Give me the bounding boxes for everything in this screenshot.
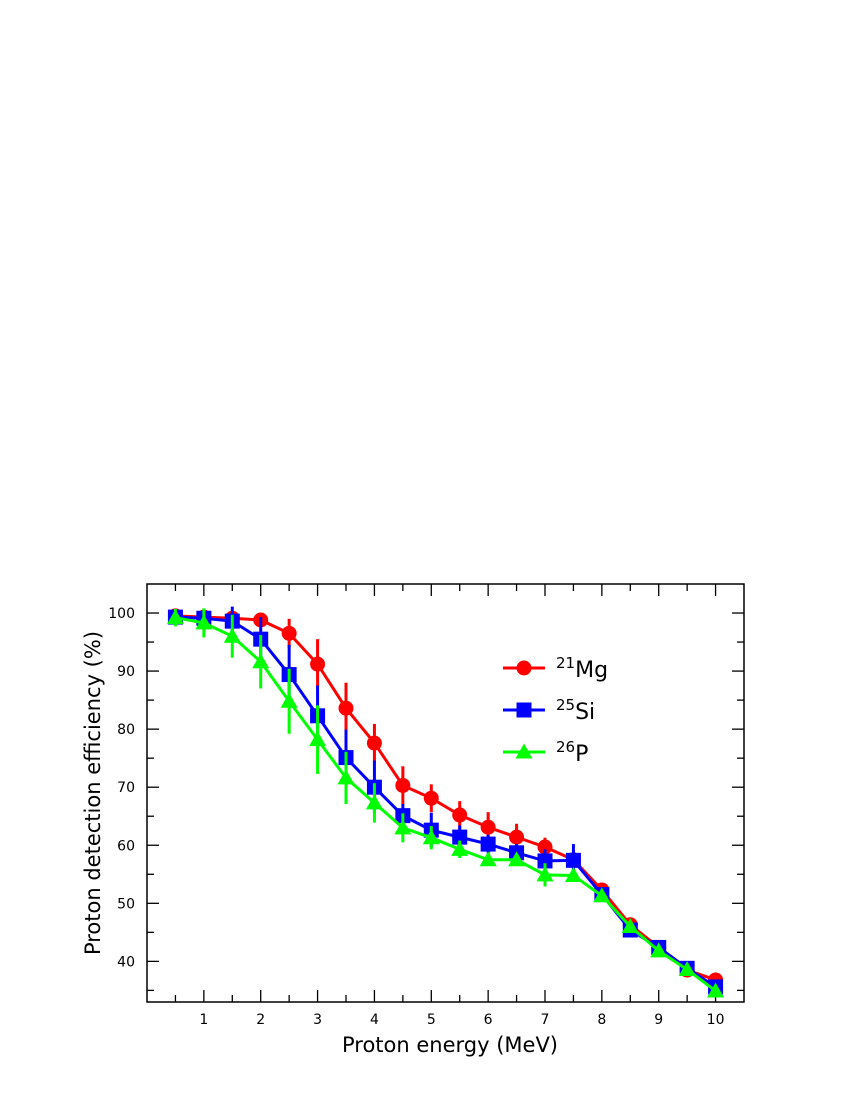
y-tick-label: 80 <box>117 722 135 738</box>
data-point <box>536 866 554 882</box>
data-point <box>480 836 496 852</box>
data-point <box>423 790 439 806</box>
data-point <box>310 656 326 672</box>
legend-element: Si <box>575 700 595 725</box>
data-point <box>195 614 213 630</box>
data-point <box>223 627 241 643</box>
x-tick-label: 8 <box>597 1012 606 1028</box>
y-tick-label: 90 <box>117 664 135 680</box>
data-point <box>309 731 327 747</box>
data-point <box>337 769 355 785</box>
data-point <box>564 866 582 882</box>
axis-ticks <box>147 584 744 1002</box>
data-point <box>452 829 468 845</box>
y-tick-label: 50 <box>117 896 135 912</box>
data-point <box>480 819 496 835</box>
data-point <box>565 852 581 868</box>
data-point <box>394 819 412 835</box>
legend-mass-number: 25 <box>556 696 575 714</box>
legend-marker <box>516 660 532 676</box>
data-point <box>395 777 411 793</box>
x-tick-label: 7 <box>541 1012 550 1028</box>
data-point <box>365 794 383 810</box>
plot-frame <box>146 583 745 1003</box>
data-point <box>166 609 184 625</box>
data-point <box>508 851 526 867</box>
legend-label: 26P <box>556 738 588 767</box>
x-tick-label: 9 <box>654 1012 663 1028</box>
series-line <box>175 616 717 993</box>
data-point <box>252 653 270 669</box>
data-point <box>479 851 497 867</box>
data-point <box>650 942 668 958</box>
data-point <box>707 982 725 998</box>
legend-marker <box>516 702 532 718</box>
legend-marker <box>515 743 533 759</box>
legend-label: 25Si <box>556 696 595 725</box>
data-point <box>338 700 354 716</box>
data-point <box>281 625 297 641</box>
series-layer <box>166 606 725 998</box>
data-point <box>593 887 611 903</box>
data-point <box>366 735 382 751</box>
data-point <box>678 960 696 976</box>
x-tick-label: 1 <box>199 1012 208 1028</box>
legend-element: P <box>575 742 588 767</box>
data-point <box>452 807 468 823</box>
data-point <box>280 692 298 708</box>
legend-mass-number: 21 <box>556 654 575 672</box>
y-tick-label: 70 <box>117 780 135 796</box>
legend-label: 21Mg <box>556 654 608 683</box>
data-point <box>422 829 440 845</box>
y-tick-label: 100 <box>108 606 135 622</box>
data-point <box>509 829 525 845</box>
data-point <box>537 853 553 869</box>
y-axis-title: Proton detection efficiency (%) <box>81 631 105 955</box>
legend-mass-number: 26 <box>556 738 575 756</box>
tick-labels: 1 2 3 4 5 6 7 8 9 10 40 50 60 70 80 90 100 <box>108 606 724 1028</box>
x-tick-label: 10 <box>707 1012 725 1028</box>
data-point <box>451 840 469 856</box>
x-axis-title: Proton energy (MeV) <box>342 1033 558 1057</box>
y-tick-label: 60 <box>117 838 135 854</box>
legend-element: Mg <box>575 658 608 683</box>
x-tick-label: 4 <box>370 1012 379 1028</box>
x-tick-label: 5 <box>427 1012 436 1028</box>
x-tick-label: 3 <box>313 1012 322 1028</box>
data-point <box>621 918 639 934</box>
series-p <box>166 608 725 998</box>
x-tick-label: 2 <box>256 1012 265 1028</box>
x-tick-label: 6 <box>484 1012 493 1028</box>
series-mg <box>167 608 724 988</box>
data-point <box>537 839 553 855</box>
y-tick-label: 40 <box>117 954 135 970</box>
